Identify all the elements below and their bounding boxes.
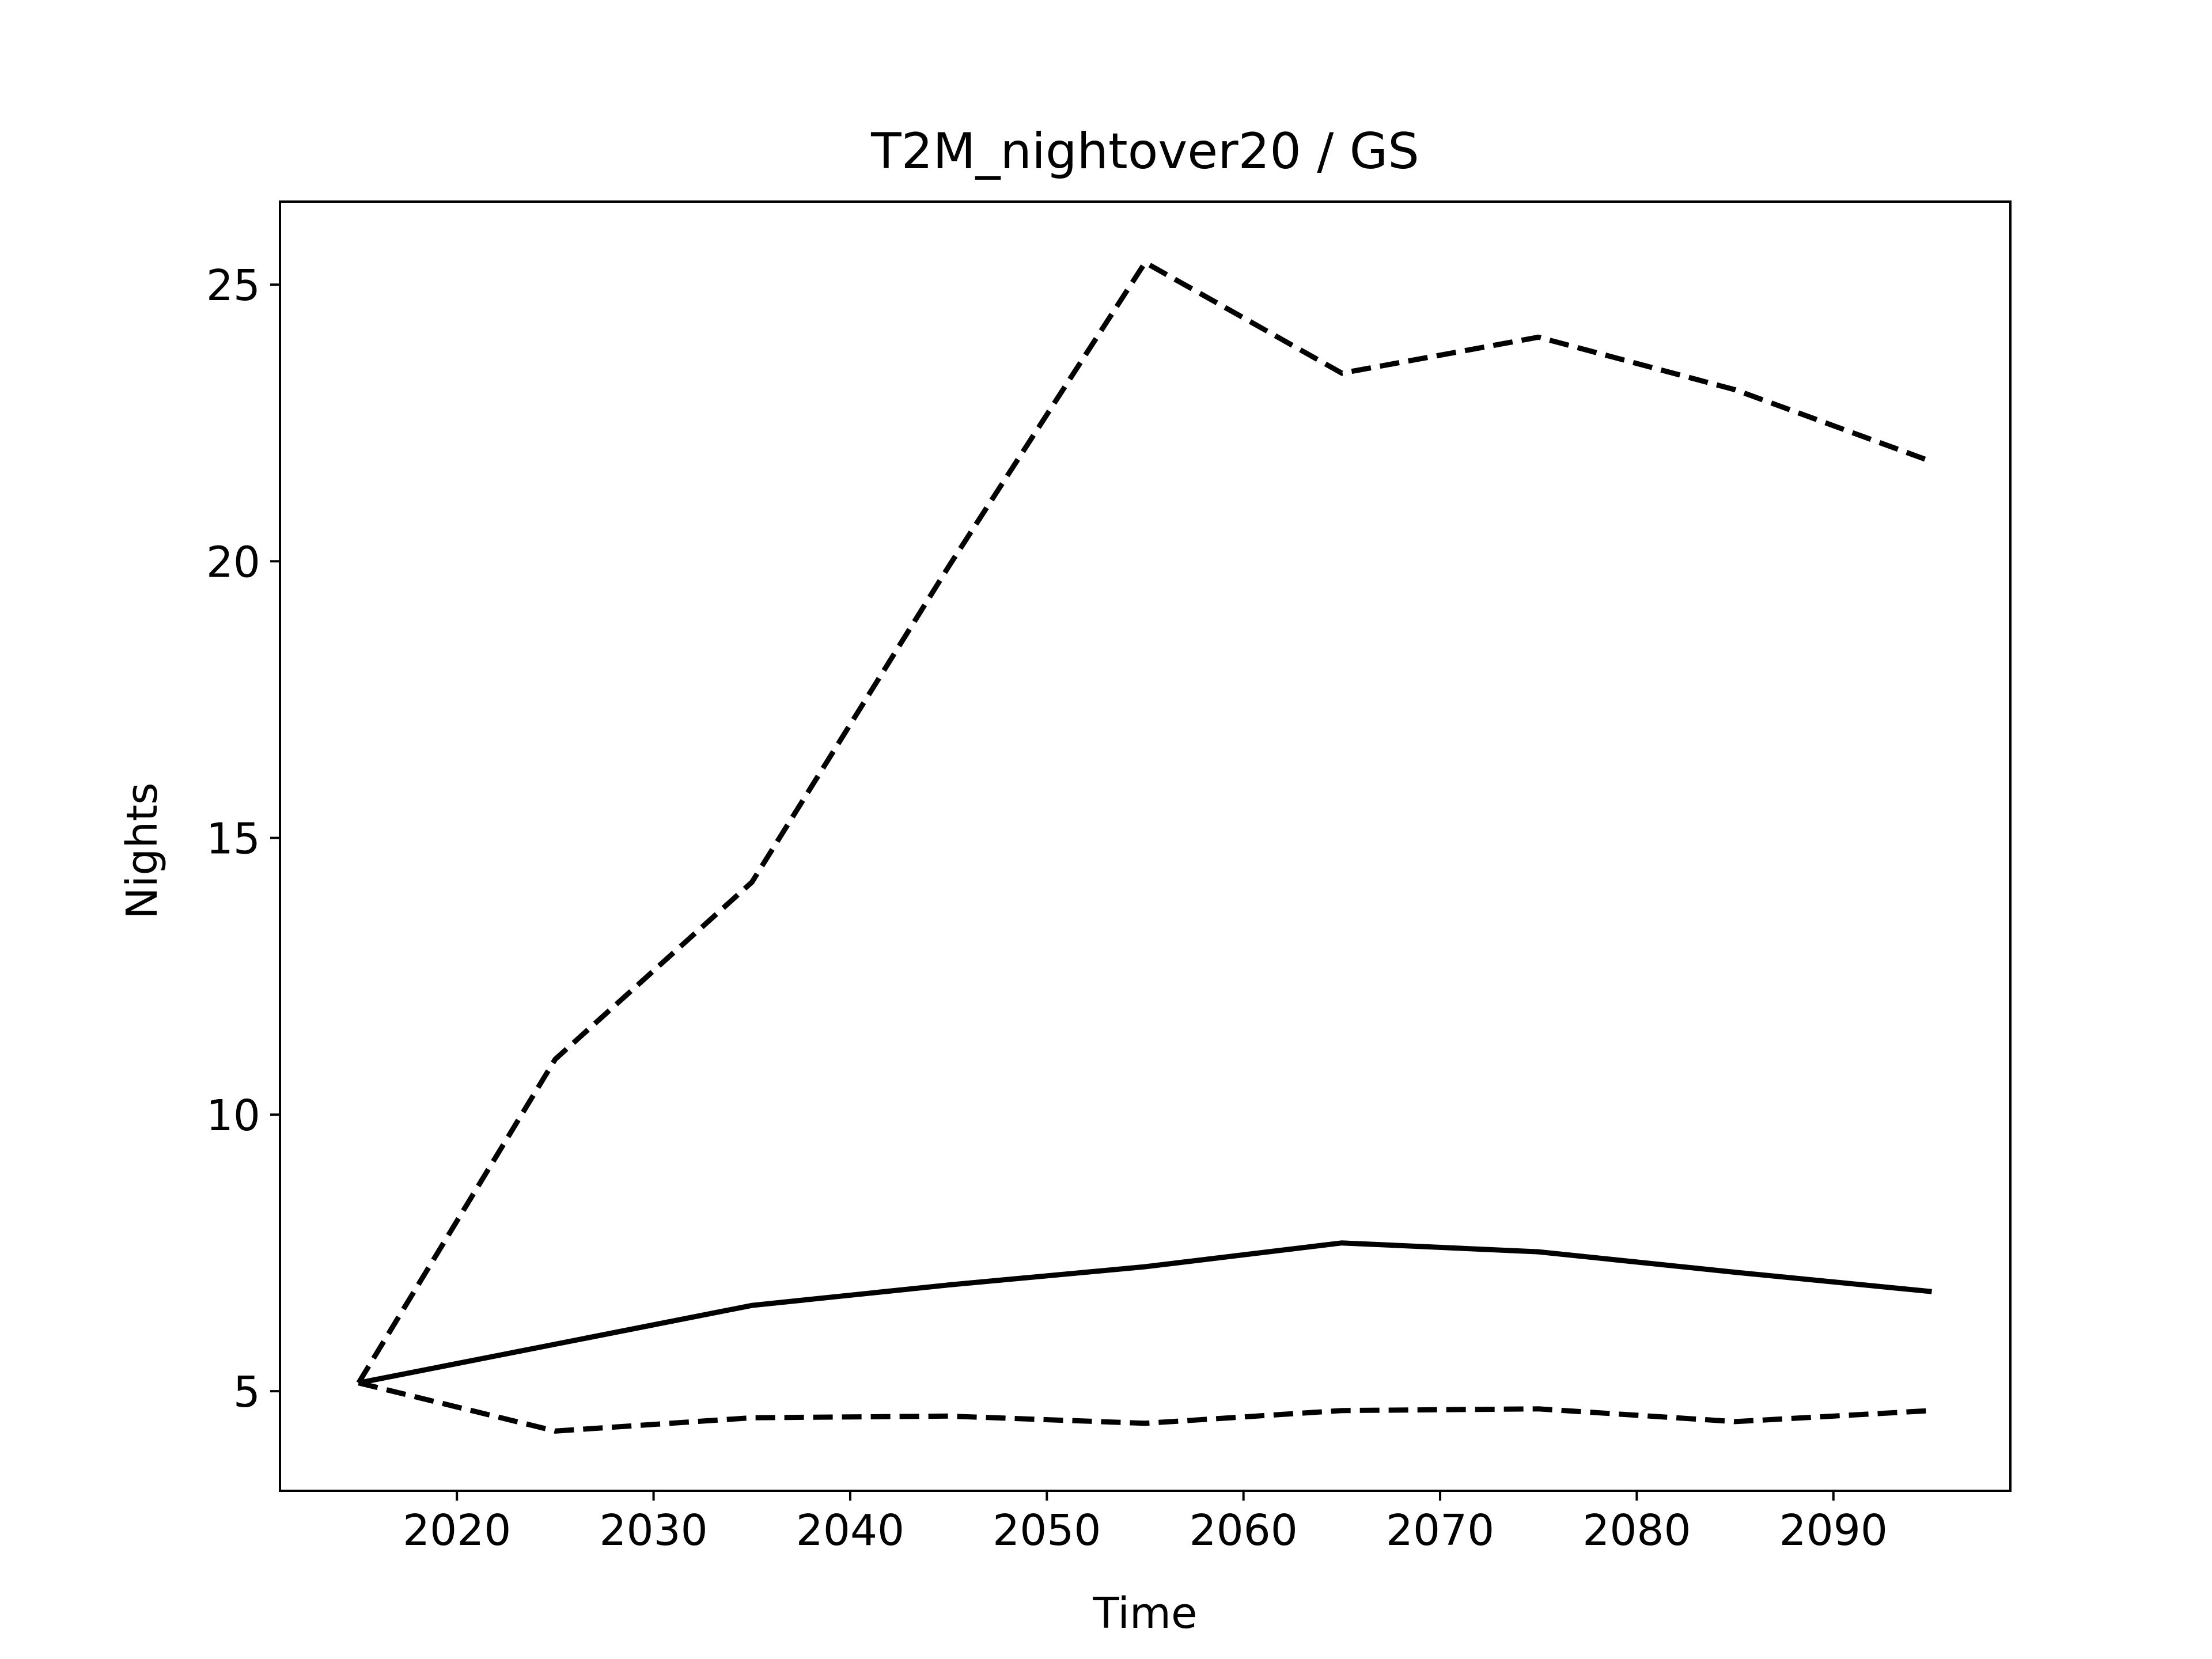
series-line-2	[356, 259, 1933, 1385]
y-axis-label: Nights	[118, 782, 167, 919]
plot-area: 2020 2030 2040 2050 2060 2070 2080 2090 5 10 15 20 2…	[206, 200, 2012, 1555]
x-tick-label-2050: 2050	[993, 1506, 1101, 1555]
x-tick-label-2060: 2060	[1190, 1506, 1298, 1555]
x-axis-label: Time	[1092, 1589, 1197, 1638]
series-line-3	[358, 1380, 1932, 1434]
x-tick-label-2090: 2090	[1779, 1506, 1888, 1555]
y-tick-label-20: 20	[206, 537, 260, 587]
series-line-1	[358, 1240, 1932, 1386]
y-tick-label-25: 25	[206, 261, 260, 310]
x-tick-label-2070: 2070	[1386, 1506, 1494, 1555]
chart-title: T2M_nightover20 / GS	[870, 123, 1419, 180]
x-tick-label-2030: 2030	[599, 1506, 707, 1555]
x-tick-label-2080: 2080	[1582, 1506, 1691, 1555]
x-tick-label-2040: 2040	[796, 1506, 904, 1555]
y-tick-label-10: 10	[206, 1091, 260, 1141]
y-tick-label-15: 15	[206, 815, 260, 864]
x-tick-label-2020: 2020	[403, 1506, 511, 1555]
y-tick-label-5: 5	[233, 1368, 260, 1417]
axes-frame	[279, 200, 2012, 1492]
